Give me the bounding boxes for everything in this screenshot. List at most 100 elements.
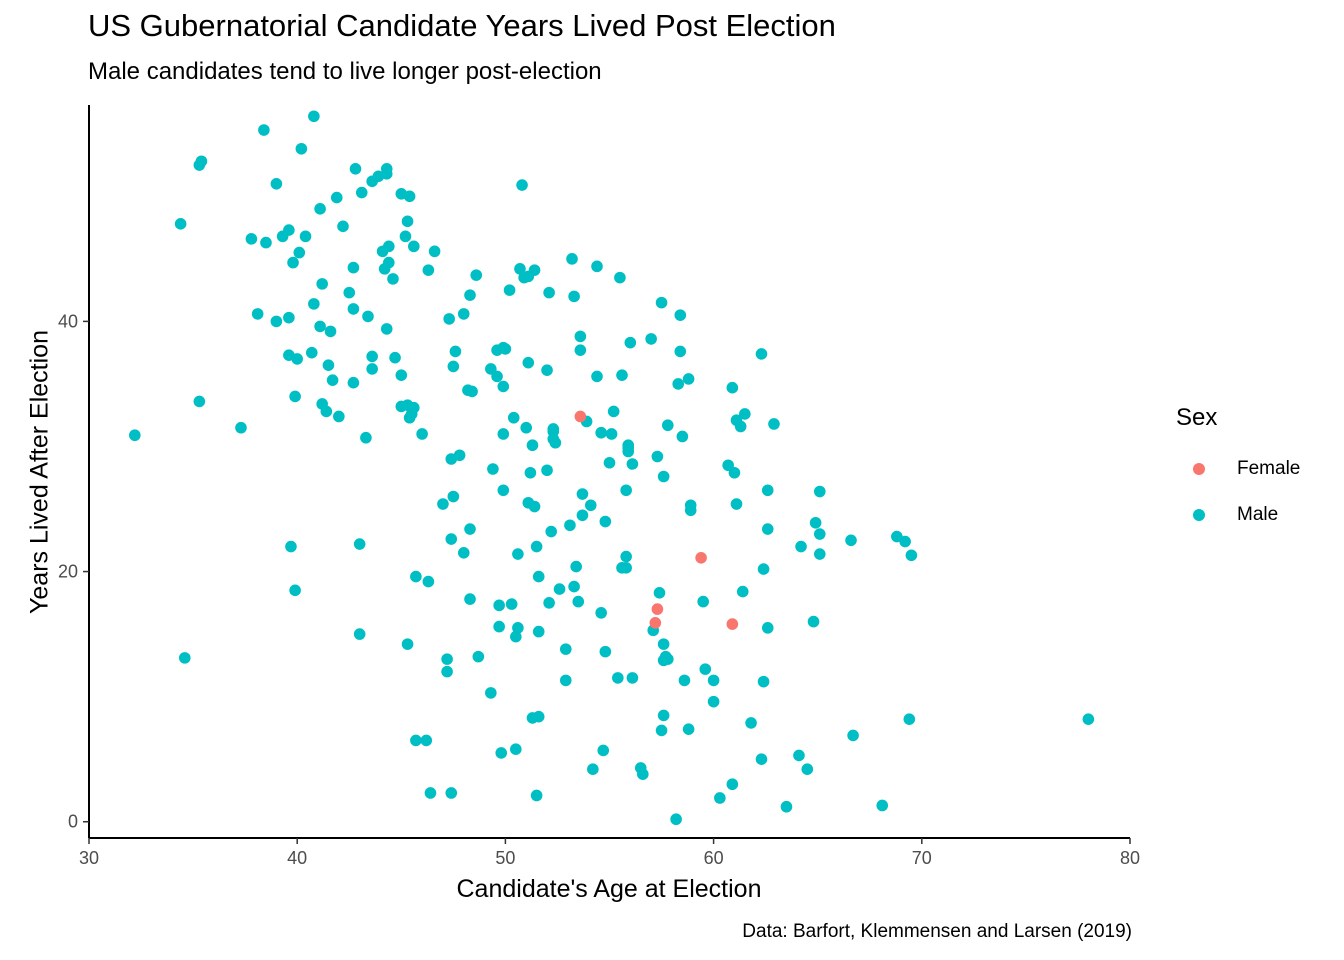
data-point-male (447, 490, 460, 503)
data-point-male (657, 638, 670, 650)
data-point-male (605, 428, 618, 440)
data-point-male (347, 261, 360, 274)
data-point-male (532, 710, 545, 723)
data-point-male (514, 263, 526, 275)
data-point-male (320, 405, 333, 418)
data-point-male (676, 430, 689, 443)
data-point-male (326, 374, 339, 386)
y-tick-label: 40 (58, 311, 78, 331)
data-point-male (755, 348, 768, 360)
data-point-male (682, 723, 695, 735)
data-point-male (899, 535, 911, 548)
data-point-male (697, 595, 709, 608)
data-point-male (193, 395, 206, 408)
data-point-male (270, 315, 283, 328)
data-point-male (383, 240, 395, 253)
data-point-male (314, 320, 326, 333)
data-point-male (383, 256, 395, 269)
data-point-male (572, 595, 585, 608)
data-point-male (407, 401, 420, 414)
data-point-male (470, 269, 483, 281)
data-point-male (441, 665, 453, 678)
data-point-male (801, 763, 814, 776)
data-point-male (497, 428, 510, 440)
data-point-male (422, 264, 435, 276)
data-point-male (178, 652, 191, 664)
data-point-male (532, 570, 545, 583)
legend-key-female (1193, 463, 1205, 475)
data-point-male (553, 583, 566, 595)
data-point-male (289, 584, 301, 597)
data-point-male (730, 498, 743, 510)
data-point-male (761, 622, 774, 634)
data-point-male (813, 485, 826, 498)
x-tick-label: 30 (79, 848, 99, 868)
data-point-male (795, 540, 807, 553)
data-point-male (622, 445, 635, 458)
data-point-male (510, 630, 522, 643)
data-point-male (545, 525, 558, 538)
data-point-male (757, 675, 770, 688)
data-point-male (464, 289, 476, 301)
data-point-male (507, 411, 520, 424)
data-point-male (566, 253, 578, 265)
data-point-male (512, 622, 524, 634)
data-point-male (726, 778, 739, 791)
data-point-male (626, 458, 639, 470)
data-point-male (287, 256, 299, 269)
data-point-male (564, 519, 576, 532)
data-point-male (528, 500, 541, 513)
x-axis-label: Candidate's Age at Election (456, 875, 762, 903)
data-point-male (347, 303, 360, 315)
data-point-male (707, 695, 720, 708)
data-point-male (445, 533, 458, 545)
data-point-male (597, 744, 610, 757)
data-point-male (672, 378, 685, 390)
data-point-male (322, 359, 335, 371)
data-point-male (395, 369, 408, 381)
data-point-male (453, 449, 466, 462)
data-point-male (1082, 713, 1095, 725)
legend-key-male (1193, 509, 1205, 521)
data-point-male (449, 345, 462, 358)
data-point-male (726, 381, 739, 394)
data-point-male (591, 260, 603, 273)
data-point-male (422, 575, 435, 588)
data-point-male (734, 420, 747, 433)
data-point-male (661, 653, 674, 665)
data-point-male (574, 330, 587, 343)
data-point-male (813, 528, 826, 540)
data-point-male (607, 405, 620, 418)
data-point-female (574, 410, 587, 423)
data-point-male (568, 580, 580, 593)
x-tick-label: 50 (495, 848, 515, 868)
data-point-male (512, 548, 524, 560)
data-point-male (305, 346, 318, 359)
data-point-male (314, 203, 326, 215)
data-point-male (505, 598, 518, 610)
legend-label-female: Female (1237, 458, 1301, 479)
data-point-male (355, 186, 368, 199)
data-point-male (591, 370, 603, 383)
data-point-male (129, 429, 141, 442)
data-point-male (761, 484, 774, 497)
data-point-male (626, 672, 639, 684)
data-point-male (655, 724, 668, 737)
data-point-male (678, 674, 691, 687)
data-point-male (510, 743, 522, 755)
data-point-male (258, 124, 270, 136)
data-point-male (407, 240, 420, 253)
x-tick-label: 40 (287, 848, 307, 868)
data-point-male (401, 215, 414, 228)
data-point-male (410, 734, 422, 747)
data-point-male (520, 421, 533, 434)
legend-label-male: Male (1237, 504, 1279, 525)
data-point-male (714, 792, 726, 804)
data-point-male (761, 523, 774, 535)
data-point-male (847, 729, 859, 742)
data-point-male (547, 423, 560, 435)
data-point-male (549, 436, 562, 449)
data-point-female (651, 603, 664, 615)
data-point-male (260, 236, 272, 249)
legend-item-male: Male (1176, 492, 1300, 538)
